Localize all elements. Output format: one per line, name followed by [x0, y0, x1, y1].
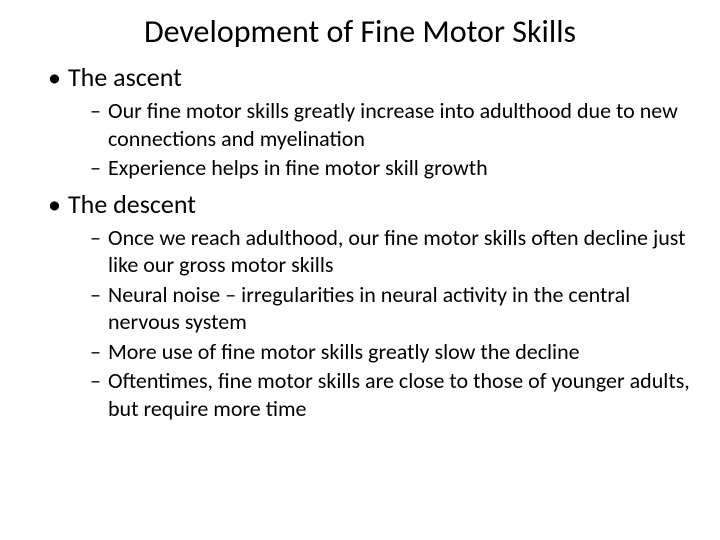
section-heading-descent: The descent: [48, 188, 690, 220]
list-item: Neural noise – irregularities in neural …: [90, 281, 690, 336]
list-item: Our fine motor skills greatly increase i…: [90, 97, 690, 152]
list-item: More use of fine motor skills greatly sl…: [90, 338, 690, 366]
section-heading-ascent: The ascent: [48, 61, 690, 93]
slide-title: Development of Fine Motor Skills: [30, 12, 690, 51]
list-item: Oftentimes, fine motor skills are close …: [90, 367, 690, 422]
list-item: Experience helps in fine motor skill gro…: [90, 154, 690, 182]
list-item: Once we reach adulthood, our fine motor …: [90, 224, 690, 279]
slide-container: Development of Fine Motor Skills The asc…: [0, 0, 720, 540]
